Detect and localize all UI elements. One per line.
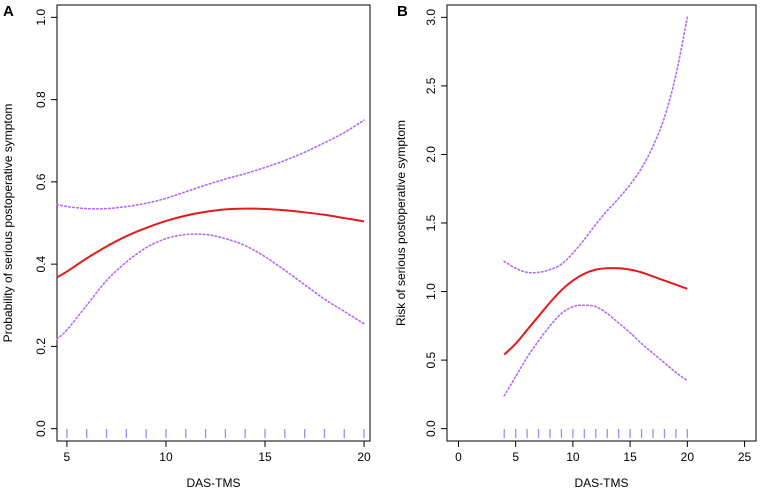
panel-b-x-tick-label: 20 [681,450,695,464]
panel-a: A 5 10 15 20 0.0 0.2 0.4 0.6 0.8 1.0 DAS-TMS Pro… [1,3,371,490]
panel-a-series [56,119,365,340]
panel-b-y-tick-label: 0.5 [424,351,438,368]
panel-b: B 0 5 10 15 20 25 0.0 0.5 1.0 1.5 2.0 2.5 3.0 DAS-T… [394,3,757,490]
panel-a-series-fit [56,207,365,279]
panel-a-x-axis-title: DAS-TMS [187,476,241,490]
panel-a-series-lower-95-ci [56,233,365,340]
panel-a-x-tick-label: 5 [64,450,71,464]
panel-b-x-tick-label: 0 [455,450,462,464]
panel-a-y-tick-label: 0.2 [34,338,48,355]
panel-b-series-lower-95-ci [503,304,689,397]
panel-b-y-axis-title: Risk of serious postoperative symptom [394,120,408,326]
panel-b-series [503,16,689,397]
panel-a-series-upper-95-ci [56,119,365,210]
panel-a-y-axis-title: Probability of serious postoperative sym… [1,104,15,343]
panel-b-x-axis: 0 5 10 15 20 25 [455,440,752,464]
panel-a-y-tick-label: 1.0 [34,9,48,26]
panel-a-x-tick-label: 15 [258,450,272,464]
panel-b-y-tick-label: 2.5 [424,77,438,94]
panel-a-plot-frame [56,4,371,442]
panel-b-x-tick-label: 5 [512,450,519,464]
panel-b-series-fit [503,267,688,356]
panel-b-y-tick-label: 1.0 [424,283,438,300]
panel-b-x-tick-label: 15 [623,450,637,464]
panel-a-y-tick-label: 0.6 [34,173,48,190]
panel-a-y-tick-label: 0.8 [34,91,48,108]
panel-a-x-axis: 5 10 15 20 [64,440,371,464]
panel-b-rug [503,429,688,438]
panel-b-x-tick-label: 25 [738,450,752,464]
panel-b-y-tick-label: 3.0 [424,9,438,26]
panel-a-x-tick-label: 20 [357,450,371,464]
panel-b-y-tick-label: 0.0 [424,420,438,437]
panel-a-rug [66,429,365,438]
panel-b-x-tick-label: 10 [566,450,580,464]
panel-a-y-axis: 0.0 0.2 0.4 0.6 0.8 1.0 [34,9,58,437]
panel-b-y-tick-label: 1.5 [424,214,438,231]
panel-b-y-axis: 0.0 0.5 1.0 1.5 2.0 2.5 3.0 [424,9,448,437]
panel-b-x-axis-title: DAS-TMS [575,476,629,490]
panel-a-y-tick-label: 0.0 [34,420,48,437]
panel-b-plot-frame [446,4,757,442]
panel-b-series-upper-95-ci [503,16,689,274]
panel-b-label: B [397,3,408,20]
panel-a-x-tick-label: 10 [159,450,173,464]
panel-a-label: A [3,3,14,20]
panel-b-y-tick-label: 2.0 [424,146,438,163]
panel-a-y-tick-label: 0.4 [34,255,48,272]
